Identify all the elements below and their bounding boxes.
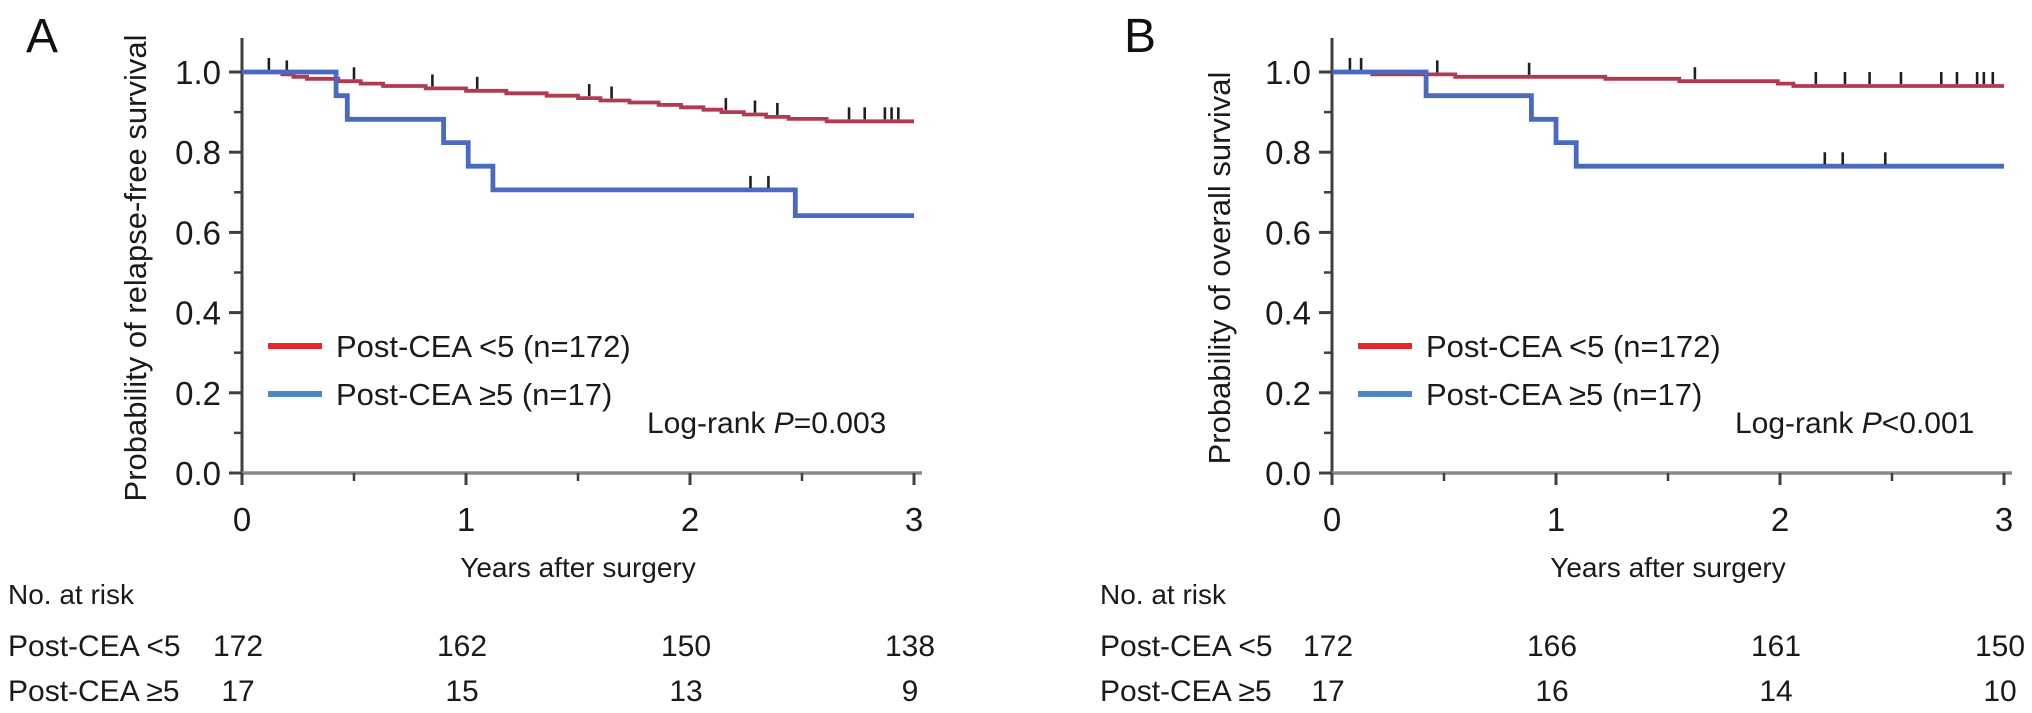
legend-label-red: Post-CEA <5 (n=172) [1426,329,1721,364]
plot-dynamic-layer: 0.0 0.2 0.4 0.6 0.8 1.0 0 1 2 3 [175,38,923,538]
panel-label: A [26,10,58,63]
risk-count: 15 [445,675,478,708]
y-axis-title: Probability of overall survival [1202,72,1237,465]
risk-count: 138 [885,630,935,663]
x-tick-label: 0 [1323,501,1341,538]
x-axis-title: Years after surgery [1550,552,1786,583]
y-tick-label: 0.6 [175,214,221,251]
y-tick-label: 0.0 [175,455,221,492]
x-tick-label: 2 [1771,501,1789,538]
legend-label-blue: Post-CEA ≥5 (n=17) [336,377,612,412]
risk-table-row: Post-CEA ≥5 17 15 13 9 [8,675,918,708]
risk-count: 13 [669,675,702,708]
risk-row-label: Post-CEA ≥5 [1100,675,1272,708]
y-axis-title: Probability of relapse-free survival [118,35,153,502]
y-tick-label: 0.6 [1265,214,1311,251]
panel-b: B Probability of overall survival 0.0 0.2… [1016,0,2032,713]
risk-table-header: No. at risk [8,579,135,610]
risk-table-row: Post-CEA ≥5 17 16 14 10 [1100,675,2017,708]
panel-a: A Probability of relapse-free survival 0… [8,10,935,708]
risk-count: 9 [902,675,919,708]
km-plot-B: B Probability of overall survival 0.0 0.2… [1100,10,2025,708]
x-tick-label: 3 [1995,501,2013,538]
x-tick-label: 0 [233,501,251,538]
legend-label-blue: Post-CEA ≥5 (n=17) [1426,377,1702,412]
risk-table-row: Post-CEA <5 172 162 150 138 [8,630,935,663]
risk-count: 17 [221,675,254,708]
risk-count: 150 [1975,630,2025,663]
km-curve-red [1332,70,2004,88]
logrank-annotation: Log-rank P<0.001 [1735,407,1974,440]
panel-label: B [1124,10,1156,63]
x-axis-title: Years after surgery [460,552,696,583]
legend: Post-CEA <5 (n=172) Post-CEA ≥5 (n=17) [268,329,631,412]
x-tick-label: 1 [1547,501,1565,538]
y-tick-label: 1.0 [1265,54,1311,91]
risk-count: 162 [437,630,487,663]
logrank-annotation: Log-rank P=0.003 [647,407,886,440]
x-tick-label: 3 [905,501,923,538]
plot-dynamic-layer: 0.0 0.2 0.4 0.6 0.8 1.0 0 1 2 3 [1265,38,2013,538]
y-tick-label: 0.2 [1265,375,1311,412]
risk-count: 166 [1527,630,1577,663]
legend-label-red: Post-CEA <5 (n=172) [336,329,631,364]
km-plot-A: A Probability of relapse-free survival 0… [8,10,935,708]
y-tick-label: 0.8 [175,134,221,171]
risk-table-row: Post-CEA <5 172 166 161 150 [1100,630,2025,663]
risk-count: 16 [1535,675,1568,708]
risk-count: 14 [1759,675,1792,708]
y-tick-label: 1.0 [175,54,221,91]
y-tick-label: 0.4 [175,295,221,332]
risk-count: 161 [1751,630,1801,663]
risk-count: 150 [661,630,711,663]
y-tick-label: 0.4 [1265,295,1311,332]
x-tick-label: 2 [681,501,699,538]
legend: Post-CEA <5 (n=172) Post-CEA ≥5 (n=17) [1358,329,1721,412]
x-tick-label: 1 [457,501,475,538]
risk-row-label: Post-CEA <5 [8,630,181,663]
risk-count: 172 [213,630,263,663]
km-curve-blue [1332,69,2004,169]
risk-row-label: Post-CEA ≥5 [8,675,180,708]
y-tick-label: 0.8 [1265,134,1311,171]
y-tick-label: 0.0 [1265,455,1311,492]
y-tick-label: 0.2 [175,375,221,412]
risk-count: 172 [1303,630,1353,663]
risk-count: 17 [1311,675,1344,708]
km-curve-blue [242,69,914,218]
risk-table-header: No. at risk [1100,579,1227,610]
risk-count: 10 [1983,675,2016,708]
risk-row-label: Post-CEA <5 [1100,630,1273,663]
